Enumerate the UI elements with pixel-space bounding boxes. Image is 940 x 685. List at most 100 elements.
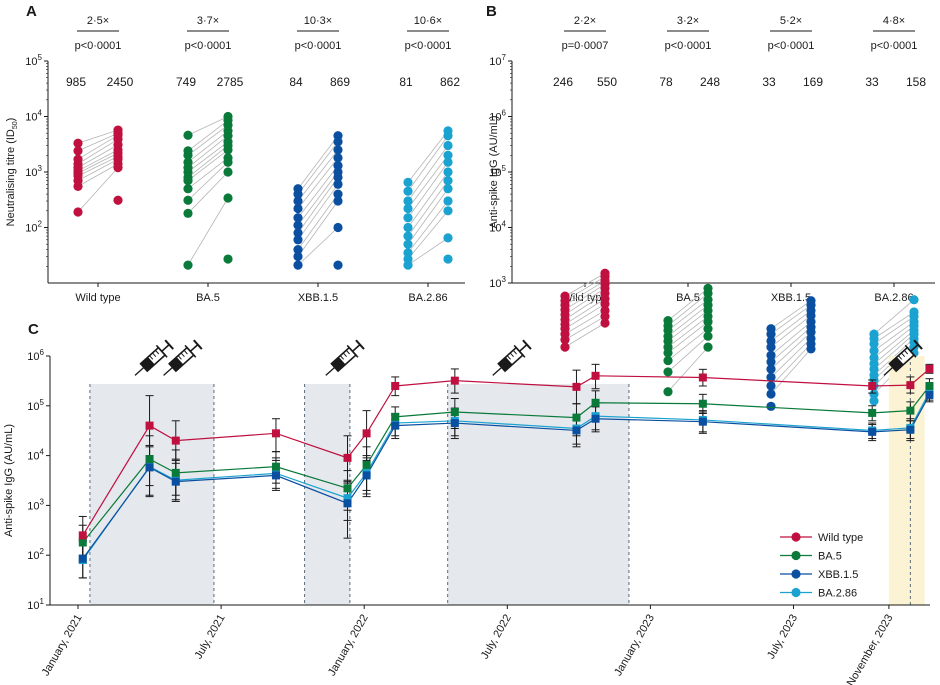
data-point-pre (293, 244, 303, 255)
syringe-plunger (189, 344, 199, 352)
gmt-post-label: 862 (440, 75, 460, 89)
paired-line (187, 120, 229, 152)
tick-exponent: 2 (38, 220, 43, 229)
data-point-post (443, 196, 453, 206)
syringe-handle (913, 339, 923, 350)
x-tick-label: November, 2023 (845, 613, 896, 685)
syringe-handle (522, 339, 532, 350)
paired-line (77, 152, 119, 174)
data-point-pre (293, 203, 303, 214)
data-point-post (600, 318, 610, 328)
paired-line (667, 310, 709, 342)
paired-line (564, 276, 606, 302)
p-value-label: p<0·0001 (185, 40, 232, 52)
data-point-post (333, 222, 343, 233)
data-point-2 (450, 419, 459, 428)
syringe-icon (325, 339, 365, 376)
y-axis-label: Anti-spike IgG (AU/mL) (488, 115, 500, 228)
data-point-0 (698, 373, 707, 382)
paired-line (77, 163, 119, 187)
data-point-pre (183, 195, 193, 205)
data-point-2 (78, 554, 87, 563)
data-point-post (443, 157, 453, 167)
tick-base: 10 (489, 167, 501, 179)
y-tick-label: 105 (27, 398, 44, 413)
data-point-pre (293, 213, 303, 223)
paired-line (667, 316, 709, 348)
data-point-pre (403, 196, 413, 206)
data-point-pre (766, 342, 776, 352)
data-point-2 (698, 417, 707, 426)
tick-exponent: 2 (40, 547, 45, 556)
data-point-1 (591, 398, 600, 407)
data-point-pre (293, 196, 303, 206)
data-point-post (333, 260, 343, 270)
paired-line (770, 343, 812, 387)
paired-line (770, 310, 812, 342)
data-point-post (333, 196, 343, 206)
tick-base: 10 (27, 351, 39, 363)
paired-line (77, 134, 119, 160)
y-tick-label: 102 (27, 547, 44, 562)
series-line (82, 385, 930, 543)
p-value-label: p<0·0001 (405, 40, 452, 52)
data-point-pre (403, 186, 413, 196)
paired-line (77, 156, 119, 177)
fold-change-label: 4·8× (883, 15, 905, 27)
y-axis-label: Anti-spike IgG (AU/mL) (3, 424, 15, 537)
data-point-pre (663, 367, 673, 377)
paired-line (187, 161, 229, 201)
data-point-0 (145, 421, 154, 430)
legend-label: BA.2.86 (818, 588, 857, 600)
data-point-pre (663, 348, 673, 358)
x-tick-label: July, 2023 (765, 613, 800, 662)
tick-base: 10 (27, 451, 39, 463)
paired-line (77, 149, 119, 172)
paired-line (873, 333, 915, 370)
data-point-1 (906, 406, 915, 415)
paired-line (564, 293, 606, 320)
p-value-label: p<0·0001 (665, 40, 712, 52)
data-point-pre (293, 251, 303, 262)
y-axis-label-subscript: 50 (12, 121, 19, 129)
data-point-1 (271, 462, 280, 471)
syringe-plunger (161, 344, 170, 352)
fold-change-label: 10·6× (414, 15, 442, 27)
data-point-post (333, 137, 343, 147)
paired-line (564, 288, 606, 315)
data-point-pre (560, 335, 570, 345)
data-point-pre (766, 401, 776, 411)
paired-line (297, 184, 339, 241)
data-point-post (703, 324, 713, 334)
syringe-needle (134, 366, 145, 376)
paired-line (667, 304, 709, 337)
data-point-post (806, 344, 816, 354)
data-point-post (333, 172, 343, 182)
data-point-2 (868, 427, 877, 436)
tick-base: 10 (25, 112, 37, 124)
paired-line (187, 130, 229, 163)
fold-change-label: 3·7× (197, 15, 219, 27)
paired-line (564, 272, 606, 297)
y-tick-label: 105 (489, 164, 506, 179)
syringe-flange (513, 344, 526, 358)
data-point-0 (362, 429, 371, 438)
data-point-2 (271, 471, 280, 480)
tick-base: 10 (489, 278, 501, 290)
gmt-post-label: 169 (803, 75, 823, 89)
paired-line (297, 149, 339, 202)
data-point-pre (766, 357, 776, 367)
data-point-post (443, 175, 453, 186)
paired-line (770, 326, 812, 363)
data-point-2 (171, 477, 180, 486)
data-point-1 (343, 484, 352, 493)
paired-line (297, 193, 339, 250)
paired-line (770, 300, 812, 330)
paired-line (770, 338, 812, 378)
tick-exponent: 4 (502, 220, 507, 229)
gmt-post-label: 2450 (107, 75, 134, 89)
tick-base: 10 (27, 500, 39, 512)
paired-line (873, 321, 915, 352)
data-point-post (333, 189, 343, 199)
